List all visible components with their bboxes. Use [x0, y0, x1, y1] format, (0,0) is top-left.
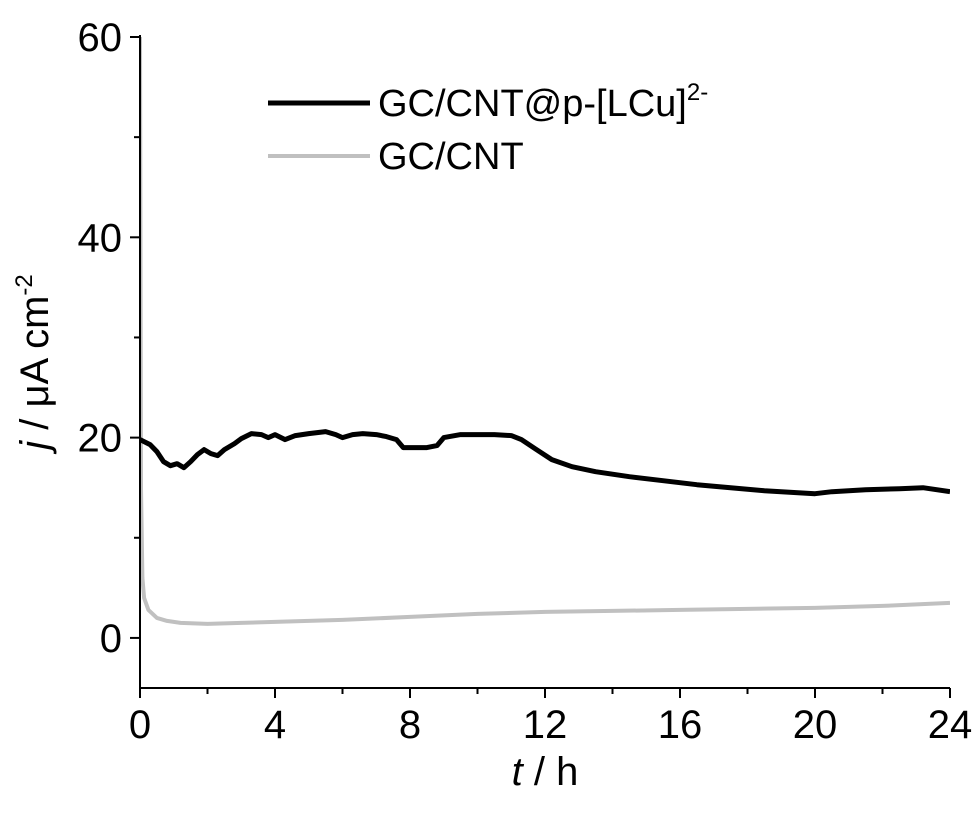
x-axis-title: t / h	[512, 750, 579, 794]
series-line-1	[140, 429, 950, 497]
axes: 0 4 8 12 16 20 24 0 20 40 60	[78, 16, 973, 747]
x-tick-label: 8	[399, 703, 421, 747]
legend: GC/CNT@p-[LCu]2- GC/CNT	[268, 79, 708, 178]
x-tick-label: 16	[658, 703, 703, 747]
legend-label-1: GC/CNT@p-[LCu]2-	[378, 79, 708, 125]
legend-label-2: GC/CNT	[378, 136, 524, 178]
y-tick-label: 20	[78, 417, 123, 461]
axis-titles: t / h j / μA cm-2	[11, 274, 578, 794]
x-tick-label: 4	[264, 703, 286, 747]
y-tick-label: 60	[78, 16, 123, 60]
y-tick-label: 40	[78, 216, 123, 260]
y-tick-label: 0	[100, 617, 122, 661]
x-tick-label: 20	[793, 703, 838, 747]
series-line-2	[140, 37, 950, 626]
series-group	[140, 37, 950, 626]
x-tick-label: 0	[129, 703, 151, 747]
x-tick-label: 12	[523, 703, 568, 747]
y-axis-title: j / μA cm-2	[11, 274, 57, 455]
x-tick-label: 24	[928, 703, 973, 747]
